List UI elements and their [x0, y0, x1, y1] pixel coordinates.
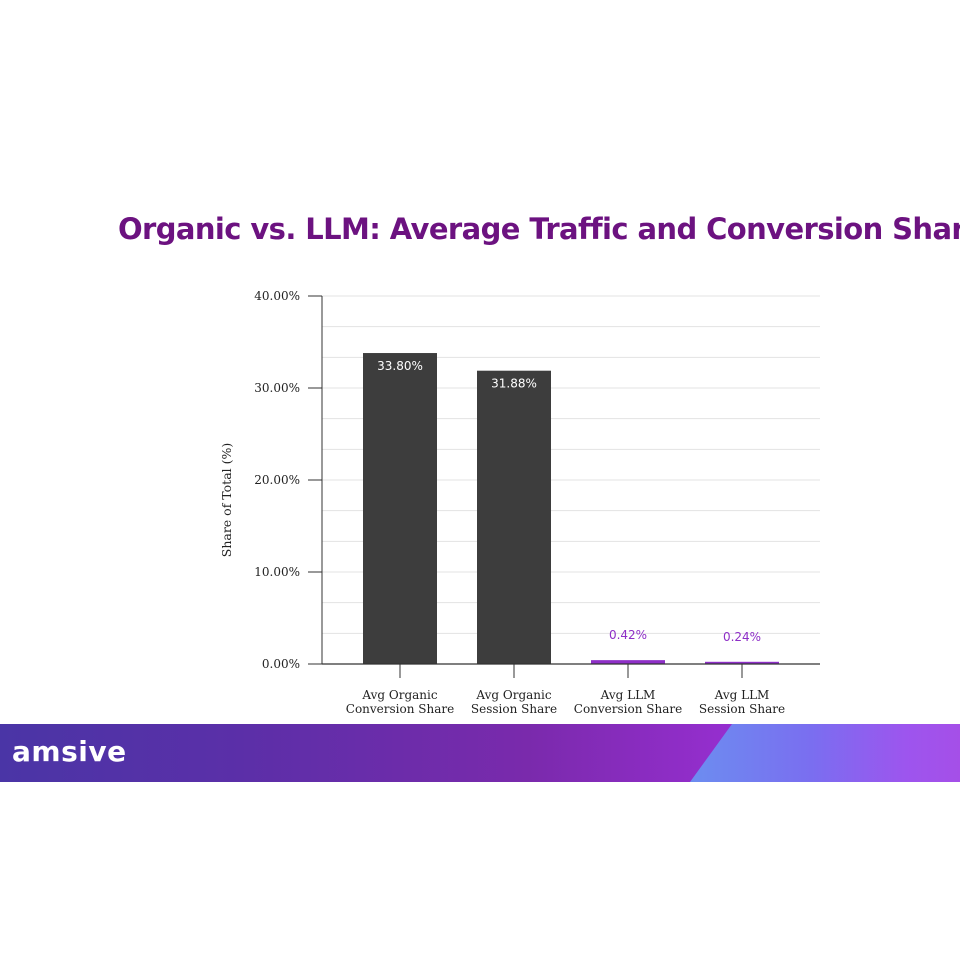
chart-title: Organic vs. LLM: Average Traffic and Con…: [118, 212, 960, 246]
labels: 0.00% 10.00% 20.00% 30.00% 40.00% Share of To…: [219, 289, 785, 716]
amsive-logo: amsive: [12, 735, 127, 768]
data-label: 33.80%: [377, 359, 423, 373]
brand-footer-band: amsive: [0, 724, 960, 782]
data-label: 31.88%: [491, 377, 537, 391]
y-tick-label: 20.00%: [254, 473, 300, 487]
data-label: 0.24%: [723, 630, 761, 644]
bar: [477, 370, 551, 664]
y-tick-label: 10.00%: [254, 565, 300, 579]
data-label: 0.42%: [609, 628, 647, 642]
x-tick-label: Avg LLM Conversion Share: [574, 688, 682, 716]
y-tick-label: 40.00%: [254, 289, 300, 303]
x-tick-label: Avg LLM Session Share: [699, 688, 785, 716]
bar: [591, 660, 665, 664]
y-axis-label: Share of Total (%): [219, 443, 234, 558]
axes: [308, 295, 820, 678]
y-tick-label: 30.00%: [254, 381, 300, 395]
footer-accent-shape: [690, 724, 960, 782]
y-tick-label: 0.00%: [262, 657, 300, 671]
bar-chart: 0.00% 10.00% 20.00% 30.00% 40.00% Share of To…: [219, 289, 820, 716]
x-tick-label: Avg Organic Session Share: [471, 688, 557, 716]
bar: [705, 661, 779, 664]
x-tick-label: Avg Organic Conversion Share: [346, 688, 454, 716]
bars: [363, 353, 779, 664]
bar: [363, 353, 437, 664]
